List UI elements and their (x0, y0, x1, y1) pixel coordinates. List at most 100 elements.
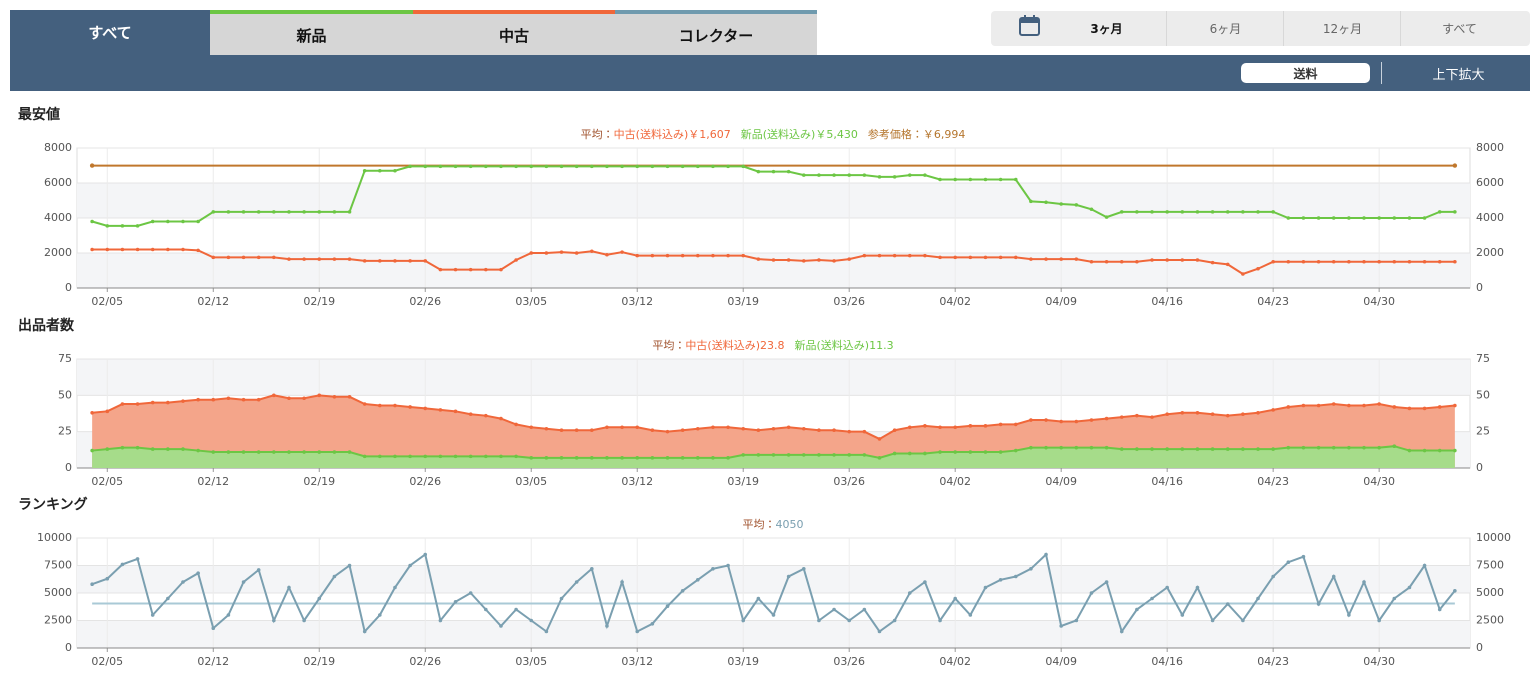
range-box (991, 11, 1530, 46)
data-point (1377, 402, 1381, 406)
data-point (1089, 591, 1094, 595)
data-point (1347, 445, 1351, 450)
data-point (817, 618, 821, 623)
data-point (590, 567, 594, 571)
data-point (423, 164, 428, 169)
data-point (317, 596, 322, 601)
y-tick-label: 2000 (44, 246, 72, 259)
x-tick-label: 04/09 (1045, 475, 1077, 488)
data-point (620, 580, 624, 584)
zoom-toggle[interactable]: 上下拡大 (1432, 67, 1485, 83)
x-tick-label: 02/05 (91, 655, 123, 668)
data-point (650, 428, 655, 433)
data-point (90, 410, 94, 415)
data-point (983, 255, 988, 260)
data-point (968, 613, 973, 617)
data-point (620, 456, 624, 460)
data-point (680, 253, 685, 258)
data-point (1225, 210, 1230, 214)
data-point (544, 426, 549, 431)
data-point (393, 168, 397, 173)
data-point (892, 253, 897, 258)
data-point (317, 257, 322, 261)
data-point (1074, 419, 1079, 424)
data-point (1165, 447, 1169, 451)
data-point (801, 259, 806, 263)
data-point (1044, 257, 1048, 261)
data-point (620, 250, 624, 254)
data-point (574, 164, 579, 169)
data-point (1407, 259, 1412, 264)
tab-used[interactable]: 中古 (413, 10, 615, 55)
data-point (150, 400, 155, 405)
data-point (877, 253, 882, 258)
data-point (665, 164, 670, 169)
data-point (1180, 410, 1185, 415)
data-point (1422, 406, 1427, 411)
data-point (272, 210, 276, 214)
data-point (801, 426, 806, 431)
data-point (1225, 262, 1230, 267)
data-point (923, 253, 927, 258)
data-point (499, 624, 503, 628)
data-point (1331, 216, 1336, 220)
data-point (378, 403, 382, 408)
data-point (756, 596, 761, 601)
data-point (453, 600, 458, 604)
data-point (665, 604, 670, 608)
data-point (135, 445, 140, 450)
data-point (105, 576, 110, 581)
data-point (226, 210, 231, 214)
data-point (1316, 403, 1321, 408)
tab-collector[interactable]: コレクター (615, 10, 817, 55)
data-point (1104, 259, 1109, 264)
shipping-toggle[interactable]: 送料 (1241, 63, 1370, 83)
tab-all[interactable]: すべて (10, 10, 210, 55)
data-point (514, 258, 518, 262)
data-point (1089, 207, 1094, 212)
data-point (1271, 259, 1275, 264)
chart-summary: 平均：中古(送料込み)￥1,607 新品(送料込み)￥5,430 参考価格：￥6,9… (581, 127, 966, 141)
y2-tick-label: 0 (1476, 461, 1483, 474)
data-point (786, 425, 791, 430)
data-point (1301, 216, 1306, 220)
range-3m[interactable]: 3ヶ月 (1090, 22, 1123, 36)
range-6m[interactable]: 6ヶ月 (1166, 11, 1284, 46)
data-point (1104, 445, 1109, 450)
data-point (468, 454, 473, 459)
data-point (726, 563, 730, 568)
y2-tick-label: 8000 (1476, 141, 1504, 154)
data-point (468, 267, 473, 272)
data-point (635, 629, 640, 634)
data-point (983, 177, 988, 182)
range-all[interactable]: すべて (1400, 11, 1518, 46)
data-point (1422, 448, 1427, 453)
y2-tick-label: 5000 (1476, 586, 1504, 599)
tab-new[interactable]: 新品 (210, 10, 413, 55)
data-point (1104, 416, 1109, 421)
data-point (817, 173, 821, 177)
data-point (1165, 585, 1169, 590)
x-tick-label: 02/05 (91, 295, 123, 308)
data-point (1135, 607, 1139, 612)
data-point (1271, 447, 1275, 451)
data-point (1377, 216, 1381, 220)
data-point (1392, 259, 1397, 264)
data-point (120, 247, 125, 252)
data-point (953, 596, 957, 601)
range-12m[interactable]: 12ヶ月 (1283, 11, 1401, 46)
data-point (741, 453, 746, 457)
data-point (938, 450, 942, 454)
data-point (892, 618, 897, 623)
data-point (1150, 210, 1154, 214)
data-point (923, 451, 927, 456)
data-point (408, 259, 412, 263)
data-point (529, 425, 534, 430)
chart-title: 最安値 (18, 106, 60, 123)
data-point (695, 164, 700, 169)
data-point (120, 562, 125, 567)
data-point (1437, 405, 1442, 409)
data-point (953, 177, 957, 182)
data-point (1241, 447, 1245, 451)
y2-tick-label: 7500 (1476, 559, 1504, 572)
